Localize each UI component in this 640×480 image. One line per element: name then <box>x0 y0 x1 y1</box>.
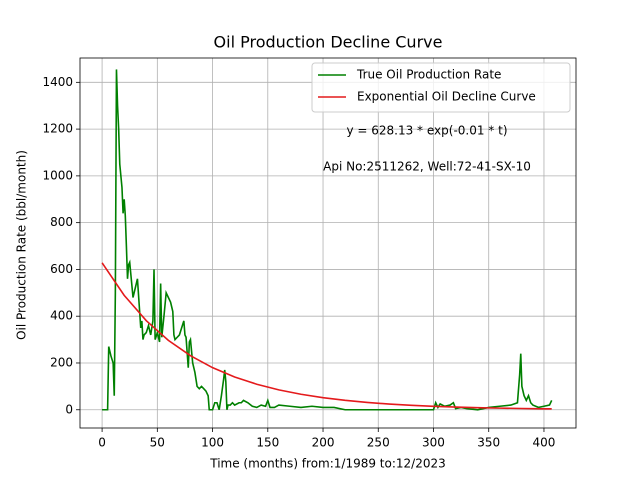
annotation: y = 628.13 * exp(-0.01 * t) <box>346 124 507 138</box>
data-line <box>102 69 553 411</box>
y-axis-label: Oil Production Rate (bbl/month) <box>15 150 29 340</box>
y-tick-label: 200 <box>50 355 73 369</box>
y-tick-label: 600 <box>50 262 73 276</box>
annotation: Api No:2511262, Well:72-41-SX-10 <box>323 160 531 174</box>
y-tick-label: 400 <box>50 309 73 323</box>
y-tick-label: 1400 <box>42 75 73 89</box>
legend-label: True Oil Production Rate <box>356 68 501 82</box>
x-tick-label: 50 <box>150 436 165 450</box>
chart-title: Oil Production Decline Curve <box>214 33 443 52</box>
y-tick-label: 800 <box>50 215 73 229</box>
x-tick-label: 300 <box>422 436 445 450</box>
data-line <box>101 262 552 410</box>
x-tick-label: 350 <box>477 436 500 450</box>
x-tick-label: 100 <box>201 436 224 450</box>
x-tick-label: 0 <box>98 436 106 450</box>
y-tick-label: 0 <box>65 402 73 416</box>
legend-label: Exponential Oil Decline Curve <box>357 90 536 104</box>
y-tick-label: 1200 <box>42 122 73 136</box>
y-tick-label: 1000 <box>42 168 73 182</box>
x-tick-label: 200 <box>312 436 335 450</box>
plot-frame <box>79 57 577 429</box>
legend-box <box>311 62 571 113</box>
x-axis-label: Time (months) from:1/1989 to:12/2023 <box>209 457 446 471</box>
x-tick-label: 250 <box>367 436 390 450</box>
x-tick-label: 150 <box>256 436 279 450</box>
x-tick-label: 400 <box>533 436 556 450</box>
